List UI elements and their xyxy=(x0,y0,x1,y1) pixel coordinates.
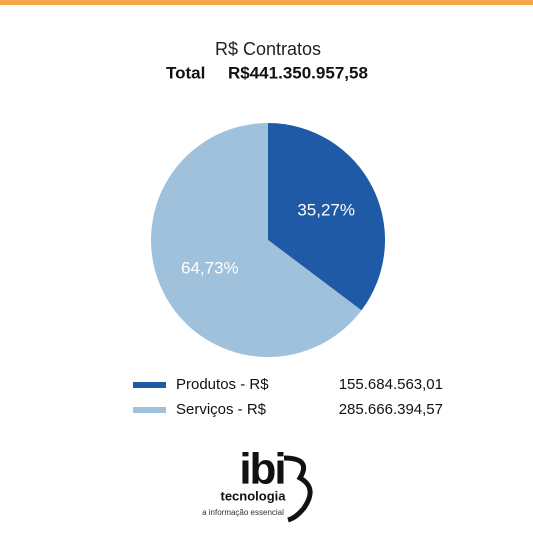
legend-value: 285.666.394,57 xyxy=(339,401,443,418)
legend-swatch xyxy=(133,407,166,413)
pie-slice xyxy=(151,123,362,357)
logo-brand: ibi xyxy=(239,445,284,494)
logo-tagline: a informação essencial xyxy=(202,508,284,517)
chart-title: R$ Contratos xyxy=(215,39,321,59)
legend-swatch xyxy=(133,382,166,388)
total-value: R$441.350.957,58 xyxy=(228,63,368,82)
legend-label: Serviços - R$ xyxy=(176,401,267,418)
pie-slice xyxy=(268,123,386,311)
slice-label: 35,27% xyxy=(297,200,355,219)
legend-label: Produtos - R$ xyxy=(176,376,269,393)
top-bar xyxy=(0,0,533,5)
logo-swirl xyxy=(283,455,313,523)
logo-name: tecnologia xyxy=(220,488,286,503)
legend-value: 155.684.563,01 xyxy=(339,376,443,393)
slice-label: 64,73% xyxy=(181,259,239,278)
logo: ibi tecnologia a informação essencial xyxy=(202,445,313,523)
total-label: Total xyxy=(166,63,205,82)
